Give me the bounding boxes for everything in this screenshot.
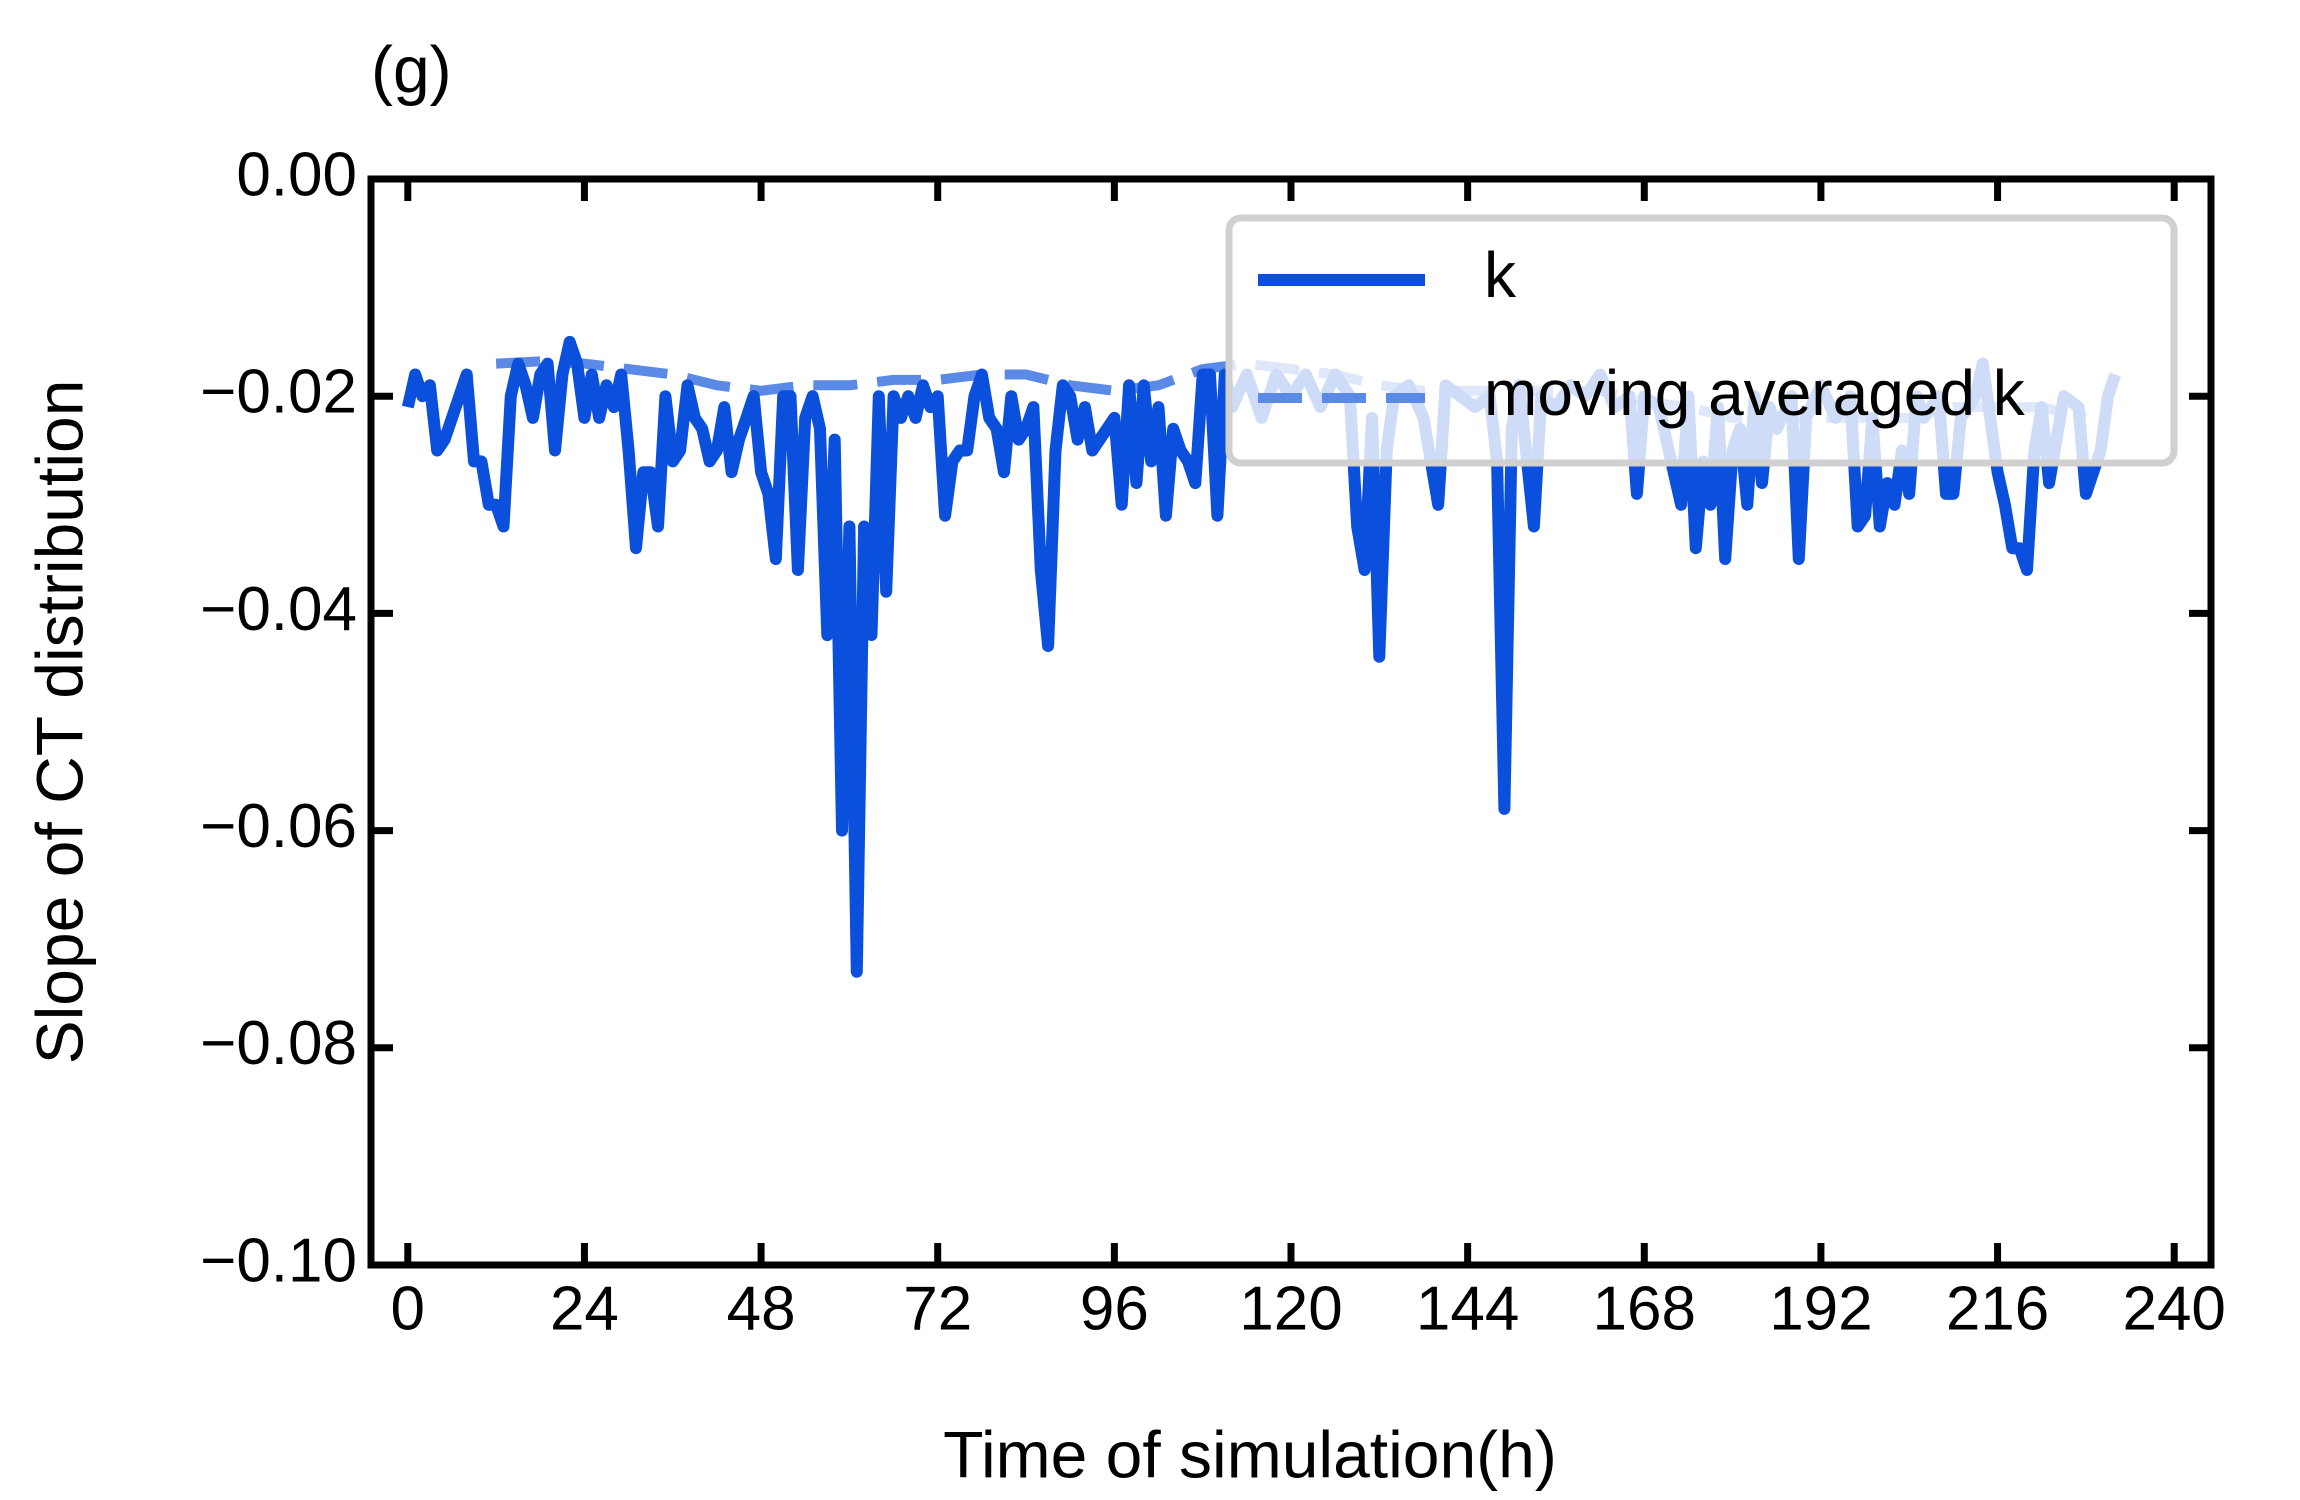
y-tick-label: −0.06	[200, 792, 357, 861]
x-axis-label: Time of simulation(h)	[943, 1417, 1557, 1491]
y-tick-label: −0.08	[200, 1009, 357, 1078]
y-tick-label: −0.10	[200, 1226, 357, 1295]
x-tick-label: 120	[1239, 1274, 1342, 1343]
chart-title: (g)	[371, 32, 452, 106]
y-tick-label: −0.04	[200, 575, 357, 644]
x-tick-label: 168	[1593, 1274, 1696, 1343]
x-tick-label: 0	[391, 1274, 425, 1343]
x-tick-label: 216	[1946, 1274, 2049, 1343]
legend-label: moving averaged k	[1484, 357, 2026, 429]
y-tick-label: −0.02	[200, 358, 357, 427]
plot-frame	[367, 175, 2215, 1269]
legend: k moving averaged k	[1225, 214, 2178, 467]
x-tick-label: 96	[1080, 1274, 1149, 1343]
x-tick-label: 72	[903, 1274, 972, 1343]
y-tick-label: 0.00	[236, 140, 357, 209]
legend-box	[1225, 214, 2178, 467]
x-tick-label: 240	[2122, 1274, 2225, 1343]
y-axis-label: Slope of CT distribution	[22, 380, 96, 1065]
x-tick-label: 24	[550, 1274, 619, 1343]
x-tick-label: 192	[1769, 1274, 1872, 1343]
x-tick-label: 144	[1416, 1274, 1519, 1343]
x-tick-label: 48	[727, 1274, 796, 1343]
legend-label: k	[1484, 239, 1517, 311]
